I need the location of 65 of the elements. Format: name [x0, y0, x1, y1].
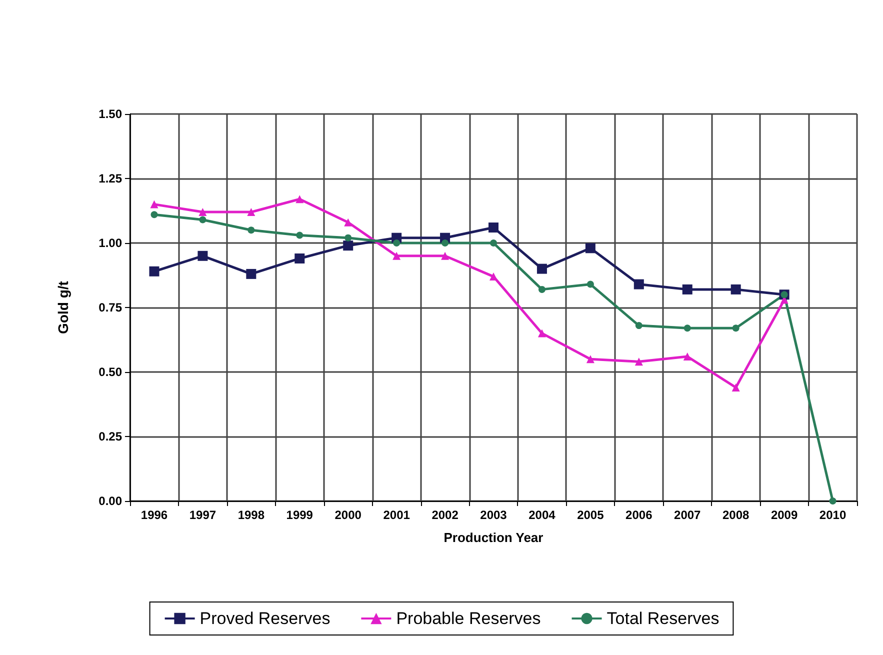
x-tick-label: 2007: [674, 508, 702, 522]
point: [199, 216, 206, 224]
y-tick-label: 1.00: [98, 236, 122, 250]
point: [490, 240, 497, 246]
point: [392, 252, 401, 260]
y-tick-label: 0.50: [98, 365, 122, 379]
point: [536, 264, 547, 274]
point: [198, 208, 207, 216]
point: [149, 266, 160, 276]
x-tick-label: 2008: [722, 508, 750, 522]
y-tick-label: 0.25: [98, 430, 122, 444]
x-tick-label: 2009: [770, 508, 798, 522]
point: [538, 329, 546, 338]
point: [635, 322, 642, 330]
point: [730, 284, 741, 294]
x-tick-label: 1999: [286, 508, 314, 522]
y-tick-label: 0.75: [98, 300, 122, 314]
point: [634, 279, 644, 290]
point: [294, 253, 305, 264]
x-tick-label: 2010: [819, 508, 846, 522]
x-tick-label: 2002: [432, 508, 459, 522]
point: [343, 240, 354, 251]
point: [683, 352, 692, 361]
point: [732, 324, 740, 332]
legend-label: Total Reserves: [606, 609, 720, 628]
y-tick-label: 1.50: [98, 107, 122, 121]
x-tick-label: 2006: [626, 508, 653, 522]
point: [150, 211, 158, 218]
point: [198, 250, 208, 261]
y-tick-label: 0.00: [98, 494, 122, 508]
x-tick-label: 1996: [140, 508, 168, 522]
point: [393, 240, 400, 246]
point: [538, 286, 546, 293]
point: [246, 268, 256, 279]
point: [490, 272, 498, 281]
point: [441, 252, 450, 260]
point: [150, 200, 158, 208]
point: [248, 226, 255, 234]
point: [344, 218, 352, 226]
x-tick-label: 2005: [577, 508, 604, 522]
point: [829, 498, 836, 504]
x-tick-label: 2000: [334, 508, 362, 522]
x-axis-title: Production Year: [444, 530, 544, 545]
point: [585, 243, 596, 254]
x-tick-label: 1998: [238, 508, 265, 522]
point: [586, 355, 594, 364]
x-tick-label: 1997: [189, 508, 216, 522]
legend-label: Proved Reserves: [200, 609, 330, 628]
x-tick-label: 2004: [528, 508, 556, 522]
legend-label: Probable Reserves: [396, 609, 541, 628]
x-tick-label: 2003: [480, 508, 508, 522]
y-tick-label: 1.25: [98, 172, 122, 186]
point: [684, 324, 691, 332]
point: [442, 240, 449, 246]
point: [682, 284, 692, 294]
x-tick-label: 2001: [383, 508, 410, 522]
point: [344, 234, 352, 242]
point: [296, 232, 304, 239]
point: [634, 358, 643, 366]
y-axis-title: Gold g/t: [55, 280, 71, 334]
point: [586, 280, 594, 288]
point: [488, 222, 498, 233]
point: [296, 195, 304, 204]
point: [732, 383, 740, 392]
point: [247, 208, 256, 216]
